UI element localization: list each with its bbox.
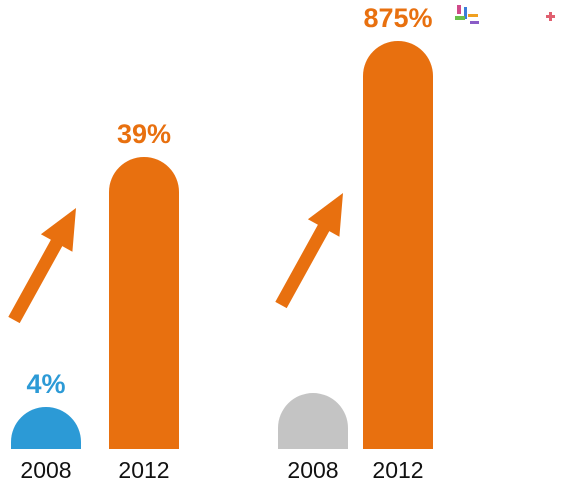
bar-1-2012 <box>363 41 433 449</box>
plus-icon[interactable] <box>546 12 555 21</box>
bar-1-2008 <box>278 393 348 449</box>
category-label-1-2008: 2008 <box>287 457 338 483</box>
toolbar-grid-icon[interactable] <box>455 5 479 24</box>
bar-0-2008 <box>11 407 81 449</box>
value-label-1-2012: 875% <box>363 3 432 33</box>
bar-0-2012 <box>109 157 179 449</box>
value-label-0-2012: 39% <box>117 119 171 149</box>
category-label-0-2008: 2008 <box>20 457 71 483</box>
trend-arrow-0 <box>8 208 76 324</box>
trend-arrow-1 <box>275 193 343 309</box>
category-label-0-2012: 2012 <box>118 457 169 483</box>
category-label-1-2012: 2012 <box>372 457 423 483</box>
chart-panel-0: 4% 2008 39% 2012 <box>8 119 179 483</box>
value-label-0-2008: 4% <box>26 369 65 399</box>
chart-panel-1: 2008 875% 2012 <box>275 3 433 483</box>
